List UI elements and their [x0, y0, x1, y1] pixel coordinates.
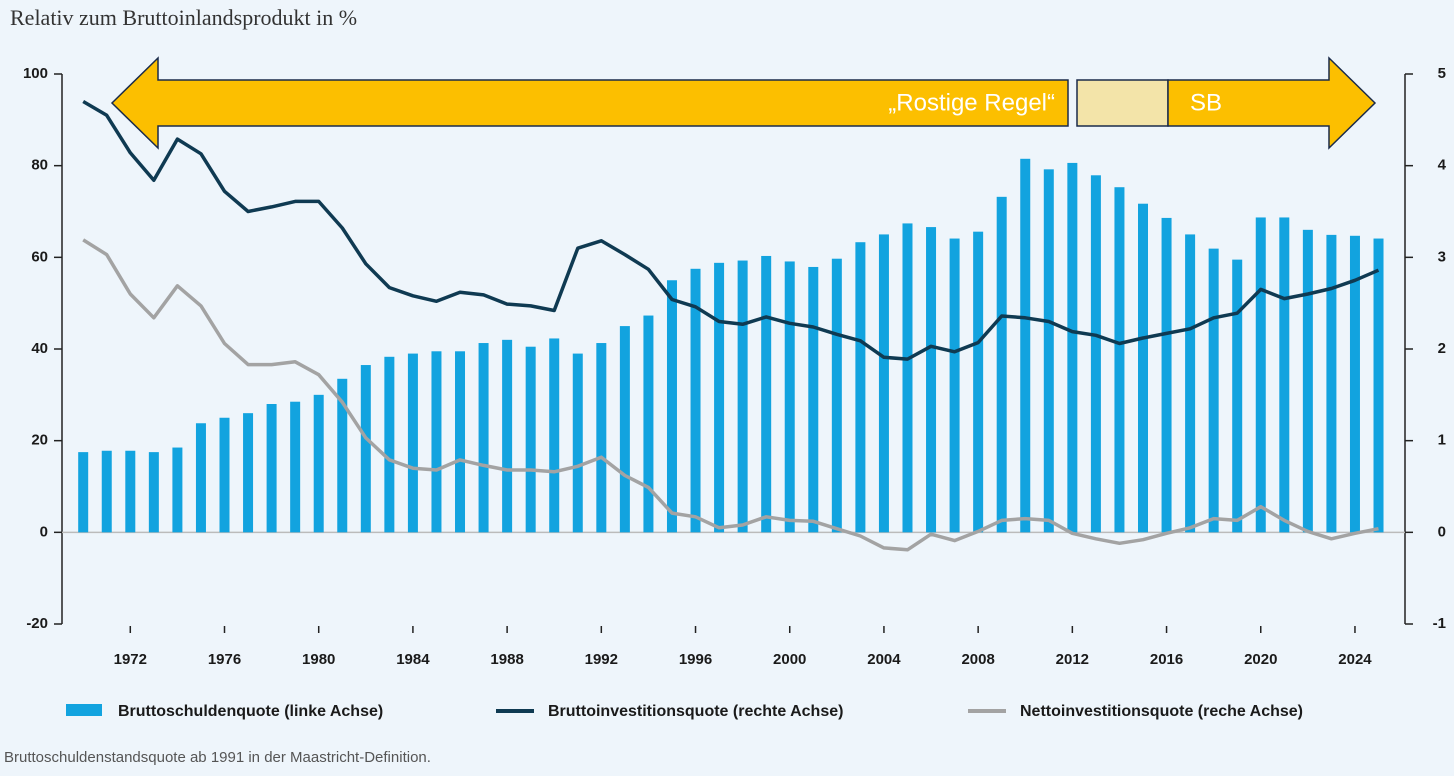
bar — [808, 266, 819, 533]
bar — [478, 343, 489, 533]
bar — [148, 452, 159, 533]
bar — [407, 353, 418, 533]
legend-label: Bruttoschuldenquote (linke Achse) — [118, 703, 383, 720]
y-tick-label: 60 — [31, 248, 48, 265]
bar — [290, 401, 301, 533]
bar — [973, 231, 984, 533]
arrow-left — [110, 56, 1069, 150]
y2-tick-label: 4 — [1438, 157, 1447, 174]
x-tick-label: 1988 — [490, 651, 523, 668]
bar — [172, 447, 183, 533]
y2-tick-label: -1 — [1433, 615, 1446, 632]
bar — [926, 227, 937, 533]
bar — [525, 346, 536, 533]
bar — [737, 260, 748, 533]
x-tick-label: 2024 — [1338, 651, 1372, 668]
legend-label: Nettoinvestitionsquote (reche Achse) — [1020, 703, 1303, 720]
bar — [1255, 217, 1266, 533]
bar — [384, 356, 395, 533]
bar — [337, 378, 348, 533]
y-tick-label: 80 — [31, 157, 48, 174]
bar — [1302, 229, 1313, 533]
bar — [761, 255, 772, 533]
bar — [949, 238, 960, 533]
bar — [643, 315, 654, 533]
bar — [195, 423, 206, 533]
bar — [690, 268, 701, 533]
bar — [666, 280, 677, 533]
bar — [1185, 234, 1196, 533]
bar — [502, 339, 513, 533]
y2-tick-label: 2 — [1438, 340, 1446, 357]
bar — [1067, 162, 1078, 533]
y-tick-label: 0 — [40, 523, 48, 540]
y2-tick-label: 0 — [1438, 523, 1446, 540]
y-tick-label: 40 — [31, 340, 48, 357]
bar — [714, 262, 725, 533]
y2-tick-label: 1 — [1438, 432, 1446, 449]
bar — [619, 326, 630, 533]
bar — [243, 413, 254, 533]
x-tick-label: 2008 — [961, 651, 994, 668]
bar — [1208, 248, 1219, 533]
bar — [1349, 235, 1360, 533]
x-tick-label: 2004 — [867, 651, 901, 668]
y2-tick-label: 5 — [1438, 65, 1446, 82]
y-tick-label: 100 — [23, 65, 48, 82]
transition-box — [1076, 79, 1169, 127]
bar — [431, 351, 442, 533]
bar — [1326, 234, 1337, 533]
bar — [360, 365, 371, 533]
bar — [831, 258, 842, 533]
bar — [572, 353, 583, 533]
bar — [266, 404, 277, 533]
bar — [1232, 259, 1243, 533]
bar — [784, 261, 795, 533]
bar — [1043, 169, 1054, 533]
bar — [1020, 158, 1031, 533]
legend-label: Bruttoinvestitionsquote (rechte Achse) — [548, 703, 843, 720]
bar — [1373, 238, 1384, 533]
bar — [1090, 175, 1101, 533]
bar — [549, 338, 560, 533]
bar — [1161, 217, 1172, 533]
bar — [996, 196, 1007, 533]
bar — [313, 394, 324, 533]
x-tick-label: 1992 — [585, 651, 618, 668]
legend-swatch — [66, 704, 102, 716]
line — [82, 238, 1379, 552]
x-tick-label: 2000 — [773, 651, 806, 668]
x-tick-label: 1976 — [208, 651, 241, 668]
arrow-right — [1167, 56, 1377, 150]
y2-tick-label: 3 — [1438, 248, 1446, 265]
line — [82, 99, 1380, 361]
bar — [878, 234, 889, 533]
y-tick-label: 20 — [31, 432, 48, 449]
footnote: Bruttoschuldenstandsquote ab 1991 in der… — [4, 749, 431, 766]
chart-title: Relativ zum Bruttoinlandsprodukt in % — [10, 5, 357, 30]
annotation-label: „Rostige Regel“ — [888, 89, 1055, 116]
x-tick-label: 1996 — [679, 651, 712, 668]
bar — [101, 450, 112, 533]
y-tick-label: -20 — [26, 615, 48, 632]
x-tick-label: 1980 — [302, 651, 335, 668]
annotation-label: SB — [1190, 89, 1222, 116]
annotation-arrows: „Rostige Regel“ SB — [110, 56, 1377, 150]
bar — [219, 417, 230, 533]
bar — [596, 343, 607, 533]
x-tick-label: 1972 — [114, 651, 147, 668]
bar — [855, 242, 866, 533]
bar — [1114, 187, 1125, 533]
bar — [455, 351, 466, 533]
bar — [78, 452, 89, 533]
bar — [1279, 217, 1290, 533]
x-tick-label: 2016 — [1150, 651, 1183, 668]
x-tick-label: 2020 — [1244, 651, 1277, 668]
bar — [902, 223, 913, 533]
x-tick-label: 1984 — [396, 651, 430, 668]
bar — [1138, 203, 1149, 533]
x-tick-label: 2012 — [1056, 651, 1089, 668]
bar — [125, 450, 136, 533]
